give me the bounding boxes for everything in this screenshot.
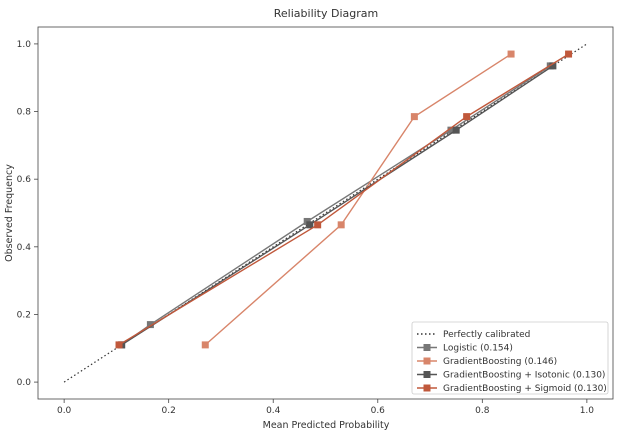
x-axis-label: Mean Predicted Probability — [263, 420, 390, 431]
y-tick-label: 1.0 — [17, 40, 32, 50]
series-line — [118, 53, 569, 346]
y-tick-label: 0.2 — [17, 310, 31, 320]
y-tick-label: 0.6 — [17, 175, 32, 185]
legend-label: GradientBoosting + Sigmoid (0.130) — [443, 384, 607, 394]
data-point — [337, 221, 345, 229]
x-tick-label: 0.8 — [475, 406, 490, 416]
data-point — [463, 113, 471, 121]
data-point — [507, 50, 515, 58]
data-point — [314, 221, 322, 229]
series-layer — [63, 43, 588, 383]
y-tick-label: 0.0 — [17, 378, 32, 388]
legend-marker — [423, 357, 431, 365]
series-4 — [115, 50, 573, 349]
y-axis: 0.0 0.2 0.4 0.6 0.8 1.0 — [17, 40, 38, 388]
x-tick-label: 0.6 — [371, 406, 386, 416]
data-point — [549, 62, 557, 70]
data-point — [447, 126, 455, 134]
x-tick-label: 1.0 — [580, 406, 595, 416]
x-tick-label: 0.2 — [162, 406, 176, 416]
data-point — [115, 341, 123, 349]
y-tick-label: 0.8 — [17, 108, 32, 118]
x-axis: 0.0 0.2 0.4 0.6 0.8 1.0 — [57, 399, 594, 416]
legend-marker — [423, 371, 431, 378]
legend-label: Logistic (0.154) — [443, 344, 513, 354]
data-point — [201, 341, 209, 349]
data-point — [410, 113, 418, 121]
legend-label: Perfectly calibrated — [443, 330, 530, 340]
legend-box — [411, 321, 609, 395]
data-point — [565, 50, 573, 58]
x-tick-label: 0.4 — [266, 406, 281, 416]
data-point — [306, 221, 314, 229]
legend-marker — [423, 344, 431, 351]
legend-label: GradientBoosting + Isotonic (0.130) — [443, 371, 605, 381]
y-axis-label: Observed Frequency — [4, 164, 15, 262]
data-point — [146, 321, 154, 329]
legend-marker — [423, 384, 431, 392]
data-point — [452, 126, 460, 134]
series-line — [204, 53, 512, 346]
chart-title: Reliability Diagram — [274, 7, 378, 20]
series-2 — [201, 50, 515, 349]
legend-label: GradientBoosting (0.146) — [443, 357, 557, 367]
plot-area — [37, 26, 614, 400]
y-tick-label: 0.4 — [17, 243, 32, 253]
legend: Perfectly calibrated Logistic (0.154) Grad… — [411, 321, 609, 395]
x-tick-label: 0.0 — [57, 406, 72, 416]
